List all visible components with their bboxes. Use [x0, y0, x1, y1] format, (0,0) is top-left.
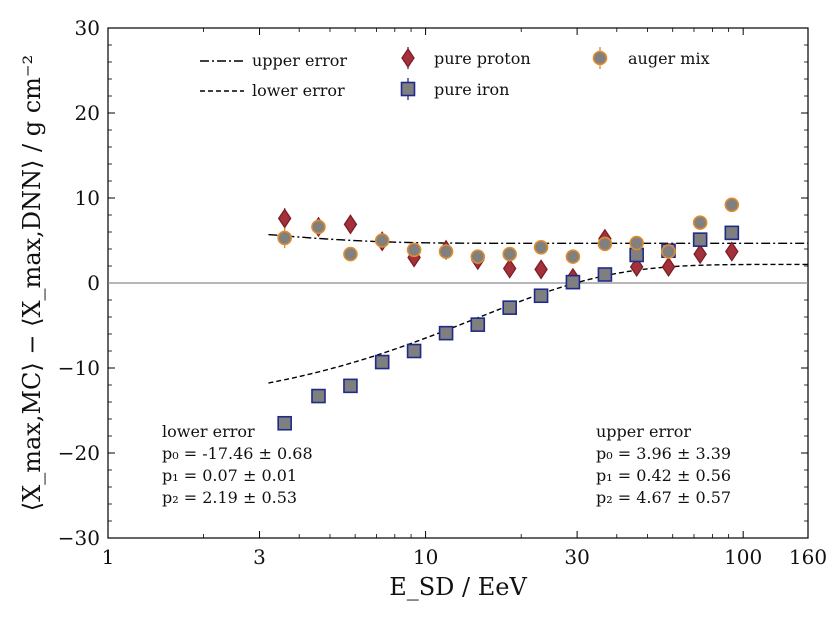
upper-annot-title: upper error — [596, 422, 691, 441]
auger-mix-point — [692, 215, 708, 230]
x-tick-label: 30 — [564, 545, 589, 569]
pure-iron-point — [438, 325, 454, 341]
lower-annot-p2: p₂ = 2.19 ± 0.53 — [162, 488, 297, 507]
lower-annot-title: lower error — [162, 422, 255, 441]
pure-iron-point — [533, 288, 549, 304]
auger-mix-legend-marker — [592, 50, 608, 66]
x-axis-title: E_SD / EeV — [389, 573, 527, 601]
pure-iron-point — [374, 354, 390, 370]
y-tick-label: 10 — [75, 186, 100, 210]
y-tick-label: 20 — [75, 101, 100, 125]
lower-error-fit-line — [268, 263, 808, 384]
upper-annot-p0: p₀ = 3.96 ± 3.39 — [596, 444, 731, 463]
pure-proton-point — [277, 208, 292, 229]
pure-proton-point — [343, 214, 358, 235]
auger-mix-point — [374, 233, 390, 248]
axis-ticks: −30 −20 −10 0 10 20 30 1 3 10 30 100 160 — [58, 16, 827, 569]
auger-mix-legend-label: auger mix — [628, 49, 710, 68]
auger-mix-point — [629, 235, 644, 251]
pure-proton-point — [693, 243, 707, 265]
upper-error-annotation: upper error p₀ = 3.96 ± 3.39 p₁ = 0.42 ±… — [596, 422, 731, 507]
pure-iron-point — [406, 343, 422, 359]
x-tick-label: 10 — [413, 545, 438, 569]
auger-mix-point — [470, 249, 486, 264]
legend: upper error lower error pure proton pure ir… — [200, 47, 710, 100]
auger-mix-point — [661, 244, 676, 259]
pure-iron-point — [343, 378, 358, 394]
pure-iron-point — [565, 274, 581, 290]
y-tick-label: 30 — [75, 16, 100, 40]
pure-iron-point — [502, 300, 517, 315]
auger-mix-point — [311, 219, 326, 235]
auger-mix-point — [502, 246, 517, 262]
y-tick-label: −30 — [58, 526, 100, 550]
pure-iron-point — [692, 232, 708, 247]
x-tick-label: 1 — [102, 545, 115, 569]
pure-proton-point — [629, 256, 644, 278]
pure-iron-point — [311, 388, 326, 404]
pure-proton-point — [661, 256, 676, 278]
pure-iron-point — [629, 247, 644, 263]
data-points — [277, 197, 740, 431]
x-tick-label: 3 — [253, 545, 266, 569]
auger-mix-point — [597, 236, 613, 252]
y-tick-label: 0 — [87, 271, 100, 295]
pure-iron-point — [597, 267, 613, 282]
pure-iron-point — [470, 317, 486, 332]
y-tick-label: −20 — [58, 441, 100, 465]
pure-proton-legend-label: pure proton — [434, 49, 531, 68]
pure-iron-point — [724, 225, 740, 241]
pure-proton-legend-marker — [401, 47, 415, 69]
upper-annot-p1: p₁ = 0.42 ± 0.56 — [596, 466, 731, 485]
auger-mix-point — [438, 244, 454, 259]
y-tick-label: −10 — [58, 356, 100, 380]
upper-annot-p2: p₂ = 4.67 ± 0.57 — [596, 488, 731, 507]
lower-annot-p0: p₀ = -17.46 ± 0.68 — [162, 444, 313, 463]
pure-iron-legend-marker — [400, 81, 416, 97]
pure-proton-point — [502, 258, 517, 279]
auger-mix-point — [533, 240, 549, 255]
auger-mix-point — [565, 249, 581, 264]
lower-annot-p1: p₁ = 0.07 ± 0.01 — [162, 466, 297, 485]
pure-proton-point — [725, 241, 739, 262]
x-tick-label: 160 — [789, 545, 827, 569]
lower-error-legend-label: lower error — [252, 81, 345, 100]
auger-mix-point — [277, 230, 292, 246]
upper-error-legend-label: upper error — [252, 51, 347, 70]
y-axis-title: ⟨X_max,MC⟩ − ⟨X_max,DNN⟩ / g cm⁻² — [18, 55, 46, 511]
x-tick-label: 100 — [724, 545, 762, 569]
auger-mix-point — [406, 242, 422, 258]
pure-proton-point — [534, 259, 548, 280]
upper-error-fit-line — [268, 233, 808, 245]
auger-mix-point — [343, 246, 358, 262]
lower-error-annotation: lower error p₀ = -17.46 ± 0.68 p₁ = 0.07… — [162, 422, 313, 507]
pure-iron-legend-label: pure iron — [434, 80, 509, 99]
pure-iron-point — [277, 415, 292, 431]
auger-mix-point — [724, 197, 740, 213]
